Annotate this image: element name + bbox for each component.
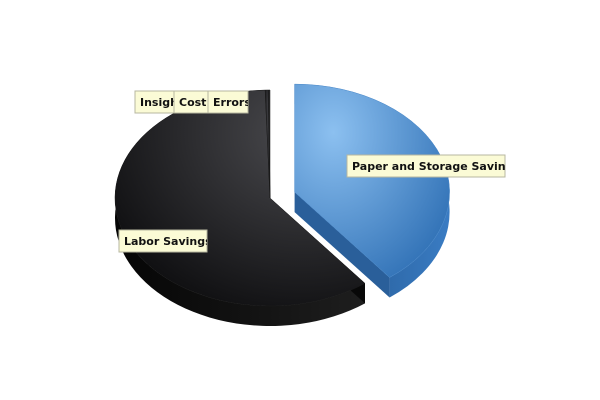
pie-data-label-text: Insight: [140, 96, 183, 109]
pie-data-label-text: Errors: [213, 96, 251, 109]
pie-data-label: Paper and Storage Savings: [346, 154, 520, 178]
pie-label-layer: Paper and Storage Savings Labor Savings In…: [118, 90, 520, 253]
pie-data-label: Cost: [173, 90, 215, 114]
pie-data-label-box: [207, 90, 249, 114]
pie-slice-cut-wall: [294, 192, 390, 298]
pie-data-label-text: Labor Savings: [124, 235, 212, 248]
pie-data-label-box: [346, 154, 506, 178]
pie-data-label-box: [118, 229, 208, 253]
pie-data-label: Insight: [134, 90, 184, 114]
pie-data-label: Labor Savings: [118, 229, 212, 253]
pie-data-label-text: Cost: [179, 96, 206, 109]
pie-slice-errors: [268, 89, 271, 199]
pie-slice-side: [114, 90, 366, 327]
pie-data-label: Errors: [207, 90, 251, 114]
pie-data-label-text: Paper and Storage Savings: [352, 160, 520, 173]
